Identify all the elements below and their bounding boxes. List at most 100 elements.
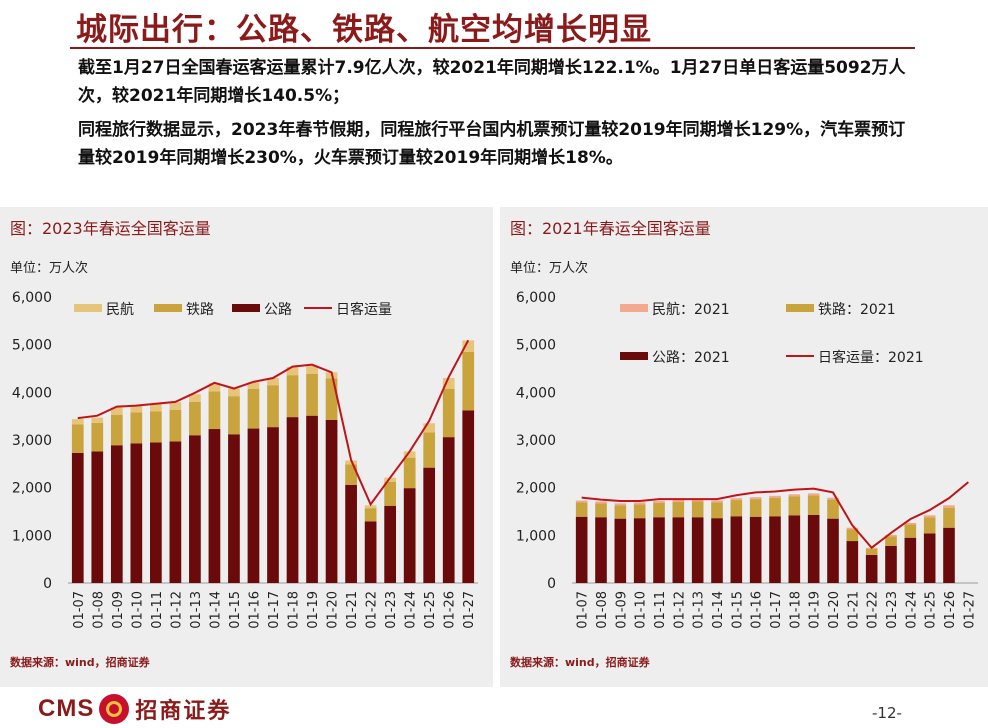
- bar-aviation: [807, 493, 820, 496]
- bar-road: [364, 521, 377, 583]
- y-tick-label: 4,000: [12, 385, 52, 401]
- bar-road: [943, 527, 955, 583]
- bar-rail: [442, 388, 455, 438]
- chart-panel-2021: 图：2021年春运全国客运量 单位：万人次 0 1,000 2,000 3,000 4,…: [500, 207, 988, 687]
- bar-rail: [306, 373, 318, 416]
- bar-road: [672, 517, 685, 583]
- x-tick-label: 01-20: [326, 591, 341, 629]
- bar-aviation: [730, 498, 743, 501]
- bar-road: [228, 434, 240, 583]
- x-tick-label: 01-20: [827, 591, 842, 629]
- bar-rail: [943, 507, 955, 528]
- bar-road: [769, 516, 781, 583]
- x-tick-label: 01-16: [750, 591, 765, 629]
- bar-aviation: [711, 500, 723, 503]
- x-tick-label: 01-07: [72, 591, 87, 629]
- bar-road: [306, 415, 318, 583]
- bar-rail: [865, 548, 878, 555]
- legend-label: 日客运量: [336, 301, 392, 318]
- bar-aviation: [130, 405, 143, 413]
- bar-road: [442, 437, 455, 583]
- bar-aviation: [403, 451, 416, 458]
- x-tick-label: 01-16: [247, 591, 262, 629]
- bar-aviation: [653, 501, 665, 503]
- bar-road: [423, 467, 436, 583]
- bar-aviation: [575, 500, 588, 503]
- bar-rail: [364, 508, 377, 522]
- x-tick-label: 01-08: [91, 591, 106, 629]
- y-tick-label: 5,000: [12, 338, 52, 354]
- legend-label: 日客运量：2021: [818, 349, 924, 366]
- chart-unit-label: 单位：万人次: [10, 261, 89, 276]
- x-tick-label: 01-15: [228, 591, 243, 629]
- legend-label: 公路：2021: [652, 350, 730, 366]
- bar-road: [189, 435, 201, 583]
- x-tick-label: 01-19: [808, 591, 823, 629]
- bar-aviation: [286, 367, 299, 376]
- bar-rail: [672, 501, 685, 518]
- bar-aviation: [788, 494, 801, 497]
- bar-road: [788, 515, 801, 583]
- x-tick-label: 01-12: [169, 591, 184, 629]
- bar-road: [71, 452, 84, 583]
- bar-aviation: [462, 340, 475, 352]
- x-tick-label: 01-14: [711, 591, 726, 629]
- bar-rail: [691, 501, 704, 518]
- logo-chinese: 招商证券: [135, 699, 232, 724]
- bar-aviation: [827, 497, 839, 500]
- bar-road: [130, 443, 143, 583]
- summary-paragraph-2: 同程旅行数据显示，2023年春节假期，同程旅行平台国内机票预订量较2019年同期…: [78, 120, 906, 168]
- bar-road: [575, 516, 588, 583]
- bar-road: [384, 505, 396, 583]
- legend-label: 公路: [264, 302, 292, 318]
- y-tick-label: 6,000: [12, 290, 52, 306]
- bar-road: [110, 445, 123, 583]
- bar-rail: [885, 536, 897, 546]
- bar-rail: [169, 409, 182, 442]
- legend-swatch: [620, 304, 648, 312]
- bar-rail: [228, 396, 240, 435]
- bar-rail: [846, 529, 859, 542]
- chart-title: 图：2021年春运全国客运量: [510, 219, 711, 238]
- chart-2023: 0 1,000 2,000 3,000 4,000 5,000 6,000 01-07 01-0…: [12, 290, 478, 629]
- bar-road: [403, 488, 416, 583]
- bar-road: [653, 517, 665, 583]
- bar-road: [462, 410, 475, 583]
- bar-aviation: [228, 388, 240, 397]
- chart-unit-label: 单位：万人次: [510, 261, 589, 276]
- bar-rail: [749, 499, 762, 517]
- bar-road: [885, 545, 897, 583]
- x-tick-label: 01-13: [692, 591, 707, 629]
- chart-source: 数据来源：wind，招商证券: [10, 656, 150, 669]
- legend-swatch: [786, 304, 814, 312]
- legend-label: 铁路：2021: [818, 302, 896, 318]
- x-tick-label: 01-08: [595, 591, 610, 629]
- bar-road: [614, 518, 627, 583]
- x-tick-label: 01-11: [653, 591, 668, 629]
- bar-rail: [208, 391, 221, 430]
- bar-road: [633, 518, 646, 583]
- bar-road: [730, 516, 743, 583]
- x-tick-label: 01-14: [208, 591, 223, 629]
- legend-label: 铁路: [186, 302, 214, 318]
- bar-aviation: [364, 505, 377, 509]
- x-tick-label: 01-09: [111, 591, 126, 629]
- bar-rail: [904, 524, 917, 538]
- bar-rail: [807, 495, 820, 515]
- x-tick-label: 01-13: [189, 591, 204, 629]
- bar-rail: [150, 411, 162, 443]
- bar-aviation: [923, 515, 936, 518]
- x-tick-label: 01-17: [267, 591, 282, 629]
- bar-rail: [110, 414, 123, 446]
- bar-aviation: [71, 419, 84, 425]
- bar-road: [169, 441, 182, 583]
- bar-aviation: [208, 383, 221, 392]
- y-tick-label: 3,000: [516, 433, 556, 449]
- bar-road: [827, 518, 839, 583]
- y-tick-label: 4,000: [516, 385, 556, 401]
- bar-road: [150, 442, 162, 583]
- bar-road: [691, 517, 704, 583]
- y-tick-label: 1,000: [516, 528, 556, 544]
- bar-road: [904, 537, 917, 583]
- x-tick-label: 01-26: [443, 591, 458, 629]
